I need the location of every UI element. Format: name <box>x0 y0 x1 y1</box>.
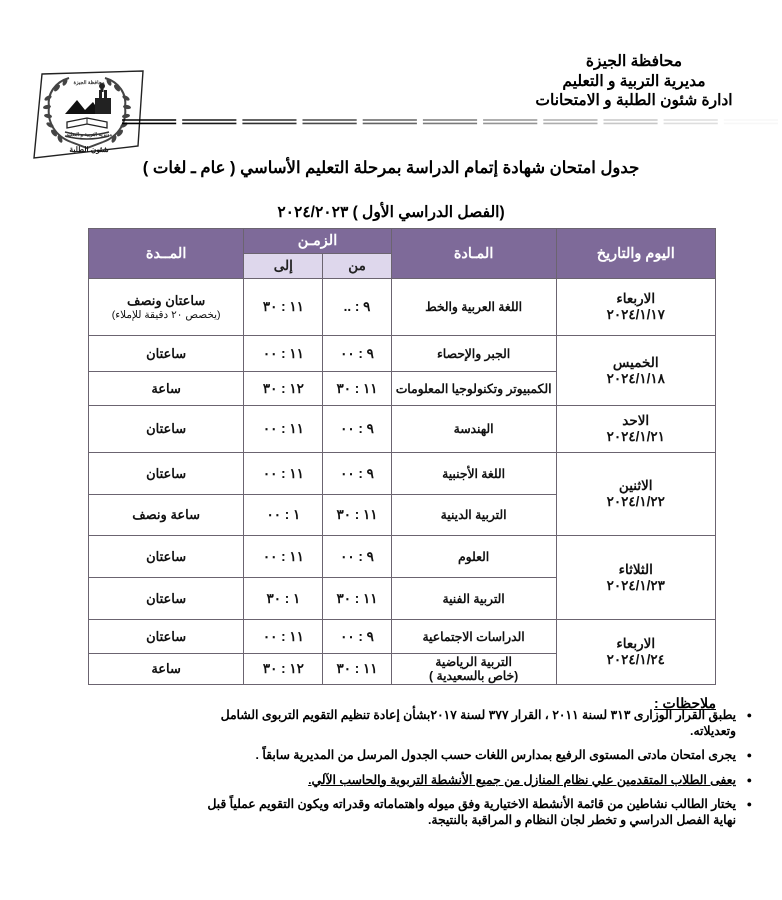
svg-text:شئون الطلبة: شئون الطلبة <box>69 145 109 155</box>
svg-text:مديرية التربية و التعليم: مديرية التربية و التعليم <box>66 132 113 138</box>
svg-text:محافظة الجيزة: محافظة الجيزة <box>73 80 104 86</box>
